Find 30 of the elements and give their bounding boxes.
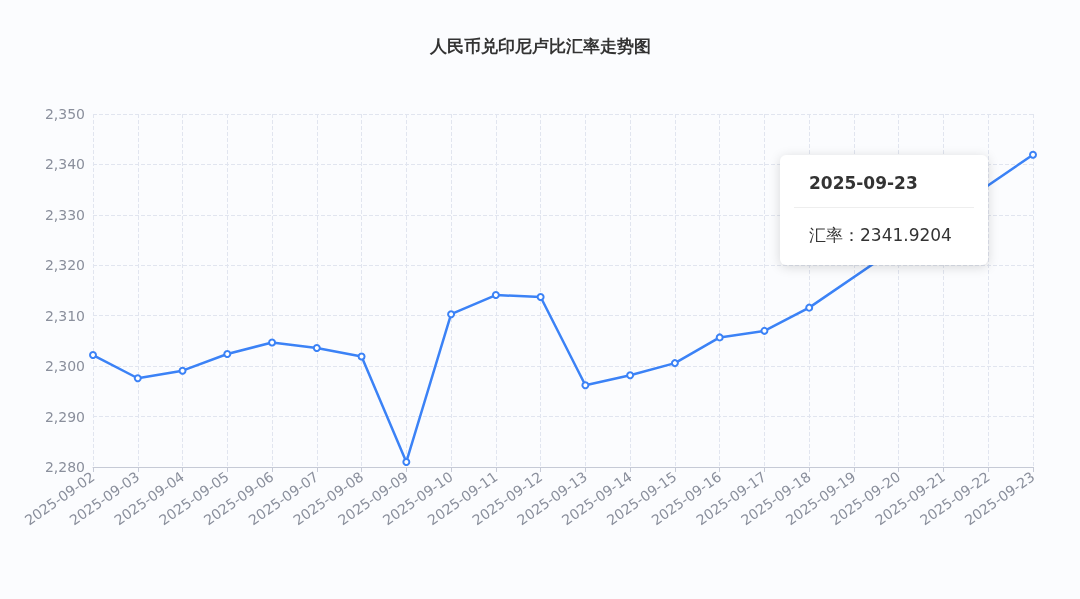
point (1029, 150, 1037, 159)
point (357, 352, 366, 361)
point (268, 338, 277, 347)
y-tick-label: 2,290 (44, 408, 85, 425)
point (536, 293, 545, 302)
y-tick-label: 2,350 (44, 106, 85, 122)
point (760, 326, 769, 335)
point (670, 359, 679, 368)
point (805, 303, 814, 312)
chart-title: 人民币兑印尼卢比汇率走势图 (428, 35, 651, 56)
y-tick-label: 2,300 (44, 358, 85, 375)
point (312, 343, 321, 352)
annotation: 2025-09-23 (794, 155, 974, 208)
point (447, 310, 456, 319)
point (491, 291, 500, 300)
point (402, 457, 411, 466)
point (626, 371, 635, 380)
y-tick-label: 2,330 (44, 206, 85, 223)
point (223, 350, 232, 359)
annotation: 汇率：2341.9204 (808, 224, 953, 247)
point (133, 374, 142, 383)
y-tick-label: 2,340 (44, 156, 85, 173)
y-tick-label: 2,320 (44, 257, 85, 274)
point (581, 381, 590, 390)
y-tick-label: 2,280 (44, 459, 85, 475)
point (178, 366, 187, 375)
y-tick-label: 2,310 (44, 307, 85, 324)
tooltip-card: 2025-09-23 汇率：2341.9204 (780, 155, 988, 265)
point (89, 351, 97, 360)
point (715, 333, 724, 342)
